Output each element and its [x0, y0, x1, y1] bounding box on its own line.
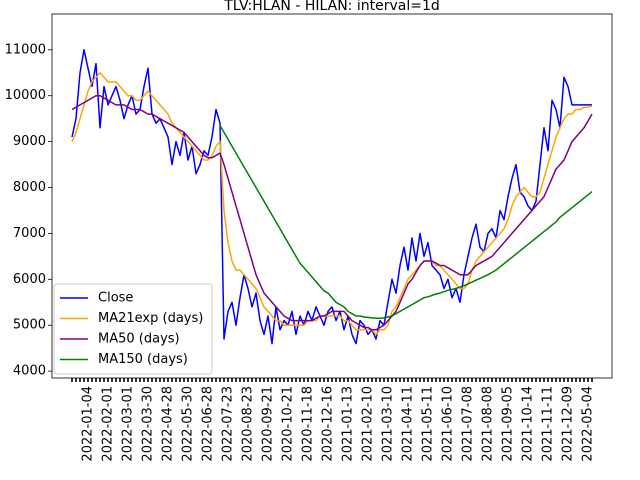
x-tick-label: 2020-11-18 [301, 386, 316, 462]
x-tick-label: 2022-05-30 [181, 386, 196, 462]
x-tick-label: 2022-03-01 [121, 386, 136, 462]
x-tick-label: 2022-03-30 [141, 386, 156, 462]
y-tick-label: 8000 [13, 180, 46, 195]
legend-label: MA21exp (days) [98, 311, 203, 326]
x-tick-label: 2021-10-14 [521, 386, 536, 462]
x-tick-label: 2020-09-21 [261, 386, 276, 462]
x-tick-label: 2021-09-05 [501, 386, 516, 462]
x-tick-label: 2021-03-10 [381, 386, 396, 462]
x-tick-label: 2022-02-01 [101, 386, 116, 462]
x-tick-label: 2021-11-11 [541, 386, 556, 462]
x-tick-label: 2020-12-16 [321, 386, 336, 462]
x-tick-label: 2022-04-28 [161, 386, 176, 462]
legend-label: Close [98, 291, 133, 306]
y-tick-label: 9000 [13, 134, 46, 149]
x-tick-label: 2021-07-08 [461, 386, 476, 462]
legend-box [53, 283, 213, 375]
y-tick-label: 10000 [5, 88, 46, 103]
series-line [71, 94, 593, 331]
series-line [71, 49, 592, 345]
chart-title: TLV:HLAN - HILAN: interval=1d [223, 0, 440, 14]
y-tick-label: 7000 [13, 226, 46, 241]
x-tick-label: 2020-10-21 [281, 386, 296, 462]
x-tick-label: 2021-08-08 [481, 386, 496, 462]
y-tick-label: 5000 [13, 318, 46, 333]
x-tick-label: 2021-01-13 [341, 386, 356, 462]
legend-label: MA150 (days) [98, 352, 188, 367]
x-tick-label: 2022-05-04 [581, 386, 596, 462]
x-tick-label: 2020-08-23 [241, 386, 256, 462]
x-tick-label: 2022-06-28 [201, 386, 216, 462]
series-line [71, 72, 593, 336]
plot-frame [51, 13, 613, 379]
series-line [219, 125, 593, 320]
y-tick-label: 11000 [5, 42, 46, 57]
legend-label: MA50 (days) [98, 332, 180, 347]
x-tick-label: 2021-06-10 [441, 386, 456, 462]
y-tick-label: 4000 [13, 364, 46, 379]
y-tick-label: 6000 [13, 272, 46, 287]
x-tick-label: 2022-01-04 [81, 386, 96, 462]
x-tick-label: 2022-07-23 [221, 386, 236, 462]
x-tick-label: 2021-05-11 [421, 386, 436, 462]
x-tick-label: 2021-04-11 [401, 386, 416, 462]
legend: Close MA21exp (days) MA50 (days) MA150 (day… [53, 283, 213, 375]
x-tick-label: 2021-02-10 [361, 386, 376, 462]
x-tick-label: 2021-12-09 [561, 386, 576, 462]
